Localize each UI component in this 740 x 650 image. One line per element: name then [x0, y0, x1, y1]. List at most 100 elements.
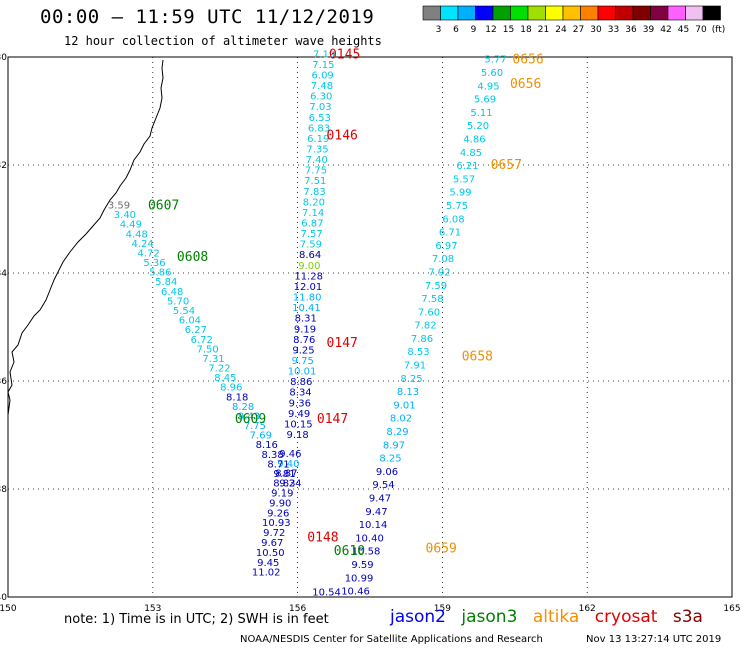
- wave-height-value: 7.19: [313, 49, 335, 60]
- wave-height-value: 9.25: [292, 345, 314, 356]
- map-frame: 150 153 156 159 162 165 -30 -32 -34 -36 -38 -40: [0, 53, 740, 614]
- lat-tick-label: -30: [0, 53, 7, 63]
- wave-height-value: 7.83: [303, 187, 325, 198]
- pass-label: 0147: [317, 412, 348, 427]
- wave-height-value: 8.29: [386, 427, 408, 438]
- colorbar-label: 12: [485, 25, 496, 35]
- colorbar-label: 6: [453, 25, 459, 35]
- lon-tick-label: 162: [579, 604, 596, 614]
- pass-label: 0609: [235, 412, 266, 427]
- wave-height-value: 6.09: [312, 70, 334, 81]
- wave-height-value: 10.58: [352, 547, 381, 558]
- wave-height-value: 4.49: [120, 220, 142, 231]
- wave-height-value: 4.24: [132, 239, 154, 250]
- colorbar-label: 39: [643, 25, 655, 35]
- wave-height-value: 7.14: [302, 208, 324, 219]
- wave-height-value: 7.03: [309, 102, 331, 113]
- wave-height-value: 11.02: [252, 568, 281, 579]
- wave-height-value: 10.50: [256, 548, 285, 559]
- wave-height-value: 5.69: [474, 95, 496, 106]
- legend-cryosat: cryosat: [594, 607, 658, 627]
- wave-height-value: 4.86: [463, 134, 485, 145]
- wave-height-value: 9.36: [289, 398, 311, 409]
- colorbar-label: 21: [538, 25, 549, 35]
- wave-height-value: 7.91: [404, 361, 426, 372]
- wave-height-value: 8.25: [379, 454, 401, 465]
- wave-height-value: 6.87: [301, 219, 323, 230]
- wave-height-value: 9.43: [238, 411, 260, 422]
- wave-height-value: 9.59: [351, 560, 373, 571]
- colorbar-label: 70: [695, 25, 707, 35]
- pass-label: 0610: [334, 544, 365, 559]
- wave-height-value: 8.45: [214, 373, 236, 384]
- legend-jason3: jason3: [461, 607, 518, 627]
- wave-height-value: 6.04: [179, 316, 201, 327]
- lon-tick-label: 165: [723, 604, 740, 614]
- wave-height-value: 8.31: [295, 314, 317, 325]
- wave-height-value: 10.14: [359, 520, 388, 531]
- wave-height-value: 6.27: [185, 325, 207, 336]
- map-border: [7, 56, 733, 598]
- wave-height-value: 8.38: [262, 450, 284, 461]
- wave-height-value: 9.75: [292, 356, 314, 367]
- wave-height-value: 10.41: [292, 303, 321, 314]
- wave-height-value: 6.19: [307, 134, 329, 145]
- wave-height-value: 9.19: [294, 324, 316, 335]
- wave-height-value: 4.85: [460, 148, 482, 159]
- colorbar-label: 30: [590, 25, 602, 35]
- wave-height-value: 8.64: [299, 250, 321, 261]
- wave-height-value: 8.18: [226, 392, 248, 403]
- wave-height-value: 7.40: [306, 155, 328, 166]
- wave-height-value: 4.48: [126, 229, 148, 240]
- wave-height-value: 7.48: [311, 81, 333, 92]
- wave-height-value: 10.40: [355, 533, 384, 544]
- map-plot: 150 153 156 159 162 165 -30 -32 -34 -36 -38 -40 7.1…: [0, 47, 740, 614]
- pass-label: 0659: [426, 541, 457, 556]
- wave-height-value: 8.34: [289, 388, 311, 399]
- wave-height-value: 8.20: [303, 197, 325, 208]
- colorbar-label: 15: [503, 25, 514, 35]
- wave-height-value: 6.21: [456, 161, 478, 172]
- wave-height-value: 9.67: [261, 538, 283, 549]
- wave-height-value: 8.83: [273, 479, 295, 490]
- wave-height-value: 7.50: [197, 344, 219, 355]
- lon-tick-label: 156: [289, 604, 306, 614]
- pass-label: 0656: [512, 53, 543, 68]
- wave-height-value: 8.28: [232, 402, 254, 413]
- colorbar-swatch: [702, 5, 721, 21]
- colorbar-label: 33: [608, 25, 619, 35]
- lat-tick-label: -34: [0, 269, 7, 279]
- wave-height-value: 5.54: [173, 306, 195, 317]
- credit-time: Nov 13 13:27:14 UTC 2019: [586, 634, 722, 645]
- wave-height-value: 9.40: [277, 459, 299, 470]
- wave-height-value: 9.81: [273, 469, 295, 480]
- wave-height-value: 8.87: [275, 469, 297, 480]
- wave-height-value: 3.40: [114, 210, 136, 221]
- colorbar: 3 6 9 12 15 18 21 24 27 30 33 36 39 42 45 70 (ft): [422, 5, 725, 35]
- wave-height-value: 10.99: [345, 573, 374, 584]
- wave-height-value: 6.53: [309, 113, 331, 124]
- wave-height-value: 5.84: [155, 277, 177, 288]
- wave-height-value: 8.97: [383, 440, 405, 451]
- wave-height-value: 8.13: [397, 387, 419, 398]
- colorbar-label: 42: [660, 25, 671, 35]
- lat-tick-label: -40: [0, 593, 7, 603]
- wave-height-value: 5.60: [481, 68, 503, 79]
- credit-text: NOAA/NESDIS Center for Satellite Applica…: [240, 634, 543, 645]
- wave-height-value: 6.97: [435, 241, 457, 252]
- wave-height-value: 8.53: [407, 347, 429, 358]
- wave-height-value: 7.31: [202, 354, 224, 365]
- wave-height-value: 7.75: [244, 421, 266, 432]
- wave-height-value: 9.00: [298, 261, 320, 272]
- wave-height-value: 8.76: [293, 335, 315, 346]
- wave-height-value: 6.08: [442, 214, 464, 225]
- wave-height-value: 5.11: [470, 108, 492, 119]
- wave-height-value: 8.02: [390, 414, 412, 425]
- colorbar-label: 24: [555, 25, 567, 35]
- wave-height-value: 6.48: [161, 287, 183, 298]
- pass-labels: 0145 0146 0607 0608 0656 0656 0657 0147 0658 0609…: [148, 47, 544, 559]
- note-text: note: 1) Time is in UTC; 2) SWH is in fe…: [64, 612, 329, 627]
- pass-label: 0147: [327, 336, 358, 351]
- pass-label: 0658: [462, 350, 493, 365]
- wave-height-value: 7.60: [418, 307, 440, 318]
